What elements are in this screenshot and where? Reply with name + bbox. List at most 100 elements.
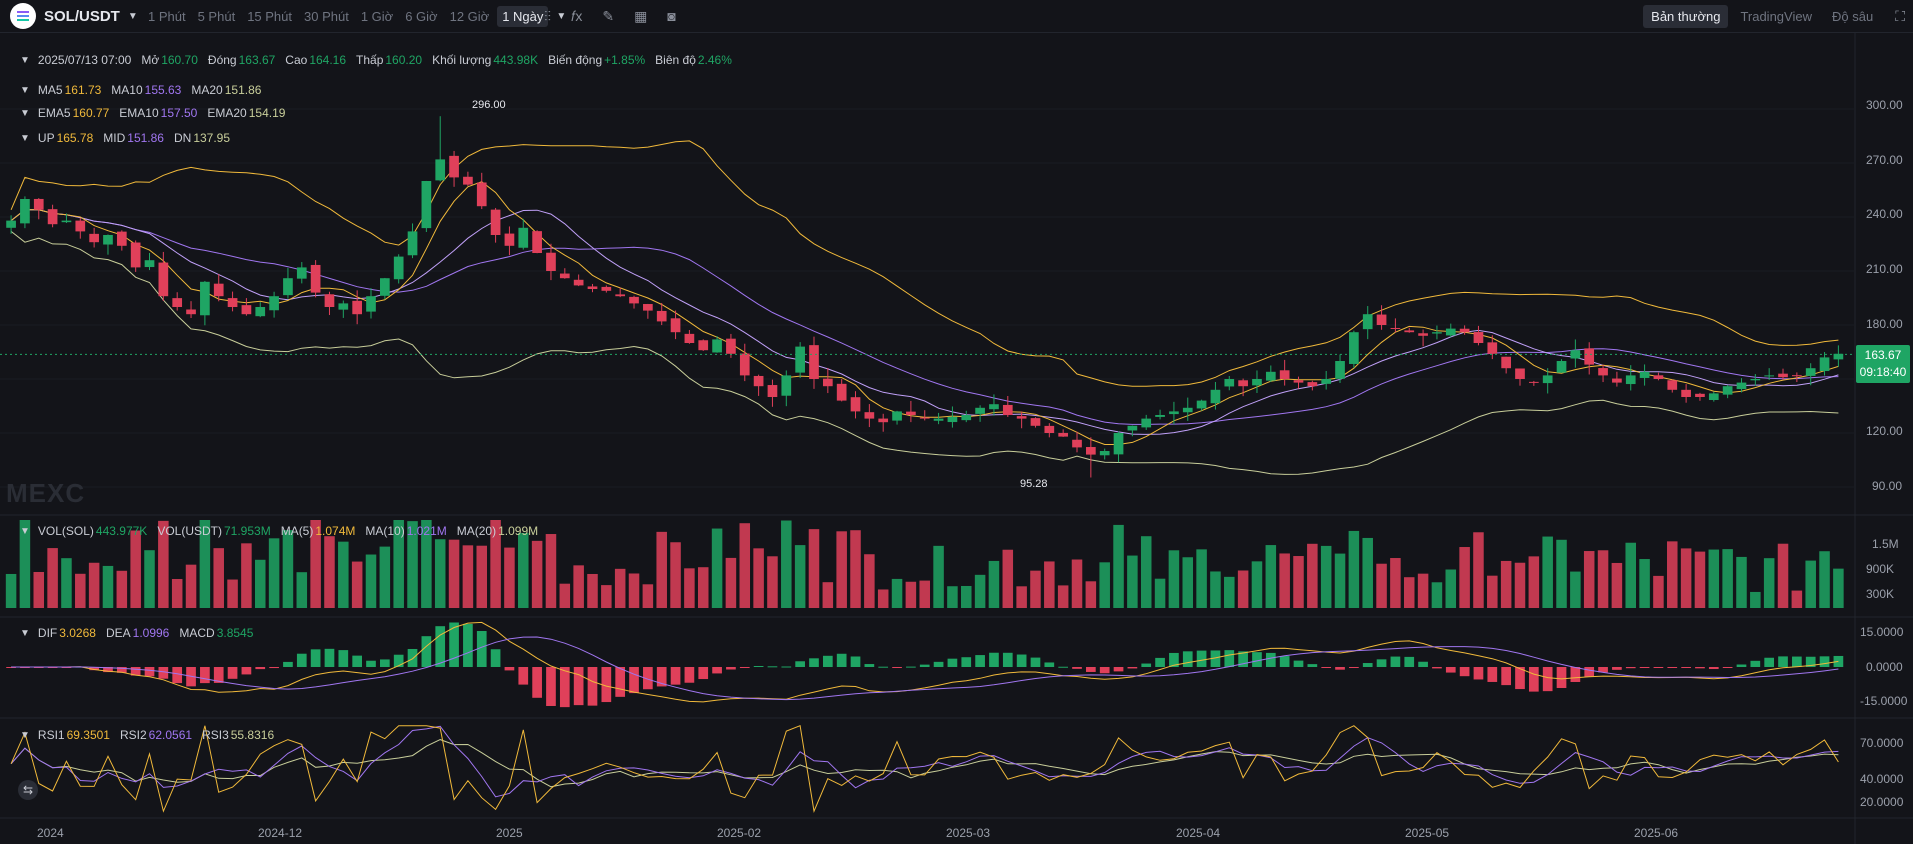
volume-bar [1445, 569, 1457, 608]
candle-body [89, 233, 99, 243]
macd-hist-bar [490, 649, 501, 667]
candle-body [1473, 332, 1484, 343]
candle-body [116, 231, 127, 246]
layout-icon[interactable]: ▦ [634, 7, 648, 24]
ohlc-date: 2025/07/13 07:00 [37, 53, 132, 67]
macd-hist-bar [670, 667, 681, 685]
volume-bar [601, 585, 612, 608]
volume-bar [1556, 539, 1567, 608]
candle-body [1099, 451, 1110, 456]
rsi2-line [10, 725, 1839, 798]
volume-bar [1251, 561, 1263, 608]
volume-bar [850, 530, 861, 608]
collapse-chevron-icon[interactable]: ▼ [20, 54, 30, 66]
volume-bar [1570, 571, 1581, 608]
interval-30m[interactable]: 30 Phút [304, 8, 349, 24]
change-label: Biến động [548, 53, 603, 67]
collapse-chevron-icon[interactable]: ▼ [20, 107, 30, 119]
macd-hist-bar [1778, 656, 1788, 667]
vol-ma20-label: MA(20) [456, 524, 497, 538]
candle-body [463, 176, 473, 185]
macd-hist-bar [324, 648, 335, 667]
candle-body [144, 260, 155, 268]
macd-hist-bar [283, 661, 293, 667]
candle-body [1653, 375, 1664, 379]
candle-body [1542, 375, 1553, 384]
view-tradingview[interactable]: TradingView [1740, 8, 1812, 24]
interval-6h[interactable]: 6 Giờ [405, 8, 438, 24]
view-depth[interactable]: Độ sâu [1831, 8, 1874, 24]
volume-bar [1639, 559, 1650, 608]
candle-body [906, 411, 916, 415]
ohlc-legend: ▼ 2025/07/13 07:00 Mở 160.70 Đóng 163.67 C… [20, 53, 742, 67]
collapse-chevron-icon[interactable]: ▼ [20, 84, 30, 96]
volume-bar [1819, 551, 1830, 608]
macd-hist-bar [1086, 667, 1096, 672]
volume-bar [905, 581, 917, 608]
volume-bar [1694, 551, 1706, 608]
interval-12h[interactable]: 12 Giờ [449, 8, 490, 24]
macd-hist-bar [1487, 667, 1498, 682]
macd-hist-bar [379, 659, 390, 667]
candle-body [1252, 379, 1262, 386]
volume-bar [1431, 582, 1443, 608]
interval-1m[interactable]: 1 Phút [148, 8, 186, 24]
volume-bar [988, 560, 1000, 608]
volume-bar [781, 520, 792, 608]
view-standard[interactable]: Bản thường [1643, 4, 1729, 28]
sol-logo-icon [10, 3, 36, 29]
volume-bar [1154, 578, 1166, 608]
pencil-icon[interactable]: ✎ [602, 7, 615, 24]
boll-upper-line [10, 140, 1839, 387]
interval-1h[interactable]: 1 Giờ [360, 8, 394, 24]
time-tick-2025-04: 2025-04 [1176, 826, 1221, 840]
candle-body [338, 303, 349, 310]
interval-15m[interactable]: 15 Phút [247, 8, 293, 24]
ema20-label: EMA20 [207, 106, 247, 120]
candle-body [864, 412, 875, 419]
collapse-chevron-icon[interactable]: ▼ [20, 525, 30, 537]
collapse-chevron-icon[interactable]: ▼ [20, 729, 30, 741]
candle-body [393, 256, 404, 280]
boll-up-value: 165.78 [56, 131, 94, 145]
chart-settings-icon[interactable]: ⇆ [18, 780, 38, 800]
candle-body [1182, 407, 1193, 413]
macd-hist-bar [1141, 663, 1152, 667]
macd-hist-bar [989, 652, 999, 667]
candle-body [200, 281, 210, 316]
candle-body [1695, 393, 1705, 397]
interval-more-chevron-icon[interactable]: ▼ [556, 10, 567, 22]
macd-hist-bar [1321, 667, 1332, 668]
ma10-line [10, 209, 1839, 435]
volume-bar [1403, 577, 1415, 608]
volume-bar [393, 520, 404, 608]
vol-tick-1.5m: 1.5M [1872, 537, 1899, 551]
time-tick-2024: 2024 [37, 826, 64, 840]
interval-1d[interactable]: 1 Ngày [497, 5, 549, 27]
indicators-icon[interactable]: ⫶⫶ [544, 7, 551, 24]
macd-hist-bar [1625, 667, 1636, 669]
fx-icon[interactable]: 𝑓x [571, 7, 583, 24]
dea-label: DEA [105, 626, 131, 640]
collapse-chevron-icon[interactable]: ▼ [20, 132, 30, 144]
macd-hist-bar [296, 653, 307, 667]
volume-bar [1736, 556, 1747, 608]
close-label: Đóng [207, 53, 237, 67]
camera-icon[interactable]: ◙ [667, 8, 676, 24]
volume-bar [75, 573, 86, 608]
volume-bar [933, 545, 944, 608]
interval-5m[interactable]: 5 Phút [197, 8, 236, 24]
fullscreen-icon[interactable]: ⛶ [1895, 7, 1905, 24]
candle-body [781, 375, 792, 396]
macd-tick-15: 15.0000 [1860, 625, 1904, 639]
volume-bar [130, 530, 141, 608]
pair-selector[interactable]: SOL/USDT ▼ [44, 0, 138, 32]
collapse-chevron-icon[interactable]: ▼ [20, 627, 30, 639]
candle-body [283, 278, 293, 296]
macd-hist-bar [532, 667, 542, 698]
volume-bar [1348, 530, 1360, 608]
candle-body [476, 182, 487, 207]
candle-body [296, 267, 307, 279]
macd-hist-bar [1044, 662, 1055, 667]
